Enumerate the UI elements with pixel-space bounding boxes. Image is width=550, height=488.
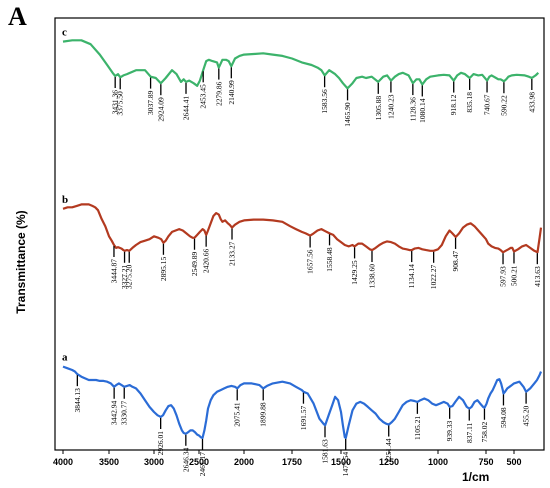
peak-label: 3375.50	[116, 91, 125, 116]
peak-label: 2926.01	[156, 431, 165, 456]
x-tick-label: 1500	[331, 457, 351, 467]
peak-label: 758.02	[480, 422, 489, 443]
x-tick-label: 3500	[99, 457, 119, 467]
peak-label: 2924.09	[156, 97, 165, 122]
peak-label: 2549.89	[190, 251, 199, 276]
peak-label: 835.18	[465, 92, 474, 113]
x-tick-label: 1250	[379, 457, 399, 467]
y-axis-title: Transmittance (%)	[14, 210, 28, 314]
peak-label: 1105.21	[413, 416, 422, 440]
peak-label: 1022.27	[429, 265, 438, 290]
peak-label: 2279.86	[214, 81, 223, 106]
peak-label: 1691.57	[299, 405, 308, 430]
series-line-a	[62, 365, 543, 440]
x-tick-label: 4000	[53, 457, 73, 467]
x-tick-label: 500	[506, 457, 521, 467]
series-name-label: c	[62, 27, 67, 39]
peak-label: 1465.90	[343, 102, 352, 127]
panel-label: A	[8, 2, 27, 31]
peak-label: 1558.48	[325, 247, 334, 272]
peak-label: 1338.60	[368, 264, 377, 289]
peak-label: 3444.87	[110, 259, 119, 284]
x-tick-label: 1000	[428, 457, 448, 467]
peak-label: 1429.25	[350, 260, 359, 285]
peak-label: 740.67	[483, 94, 492, 115]
plot-frame	[54, 17, 545, 451]
peak-label: 1251.44	[384, 438, 393, 463]
peak-label: 1240.23	[386, 94, 395, 119]
series-line-c	[62, 39, 540, 90]
peak-label: 1134.14	[407, 264, 416, 288]
peak-label: 3327.21	[120, 265, 129, 290]
peak-label: 3431.36	[111, 90, 120, 115]
peak-label: 597.93	[499, 266, 508, 287]
x-tick-label: 2500	[189, 457, 209, 467]
peak-label: 500.21	[510, 265, 519, 286]
peak-label: 2644.41	[182, 96, 191, 121]
peak-label: 3275.20	[125, 265, 134, 290]
peak-label: 594.08	[499, 407, 508, 428]
peak-label: 2461.17	[198, 452, 207, 477]
peak-label: 939.33	[445, 421, 454, 442]
peak-label: 1080.14	[418, 98, 427, 123]
peak-label: 590.22	[499, 95, 508, 116]
peak-label: 837.11	[465, 422, 474, 443]
peak-label: 433.98	[527, 92, 536, 113]
peak-label: 908.47	[451, 251, 460, 272]
peak-label: 1581.63	[321, 439, 330, 464]
peak-label: 2075.41	[233, 402, 242, 427]
peak-label: 413.63	[533, 266, 542, 287]
peak-label: 1128.36	[408, 97, 417, 121]
x-tick-label: 2000	[234, 457, 254, 467]
x-tick-label: 3000	[144, 457, 164, 467]
x-axis: 4000 3500 3000 2500 2000 1750 1500 1250 1000 750 5…	[53, 450, 522, 467]
peak-label: 3037.89	[146, 90, 155, 115]
series-name-label: a	[62, 352, 68, 364]
peak-label: 3330.77	[120, 401, 129, 426]
peak-label: 2133.27	[228, 241, 237, 266]
peak-label: 1899.88	[259, 402, 268, 427]
peak-label: 918.12	[449, 94, 458, 115]
peak-label: 2140.99	[227, 80, 236, 105]
peak-label: 3844.13	[73, 388, 82, 413]
x-axis-title: 1/cm	[462, 470, 490, 484]
peak-label: 455.20	[522, 405, 531, 426]
peak-label: 1657.56	[306, 249, 315, 274]
peak-label: 3442.94	[110, 401, 119, 426]
peak-label: 2646.34	[181, 448, 190, 473]
series-a: a 3844.13 3442.94 3330.77 2926.01 2646.34 2461…	[62, 352, 543, 477]
peak-label: 1305.88	[374, 96, 383, 121]
x-tick-label: 1750	[282, 457, 302, 467]
peak-label: 2895.15	[159, 257, 168, 282]
peak-label: 1475.54	[341, 452, 350, 477]
peak-label: 2453.45	[199, 84, 208, 109]
series-line-b	[62, 203, 543, 254]
peak-label: 2420.66	[202, 248, 211, 273]
peak-label: 1583.56	[320, 89, 329, 114]
x-tick-label: 750	[478, 457, 493, 467]
series-name-label: b	[62, 194, 68, 206]
